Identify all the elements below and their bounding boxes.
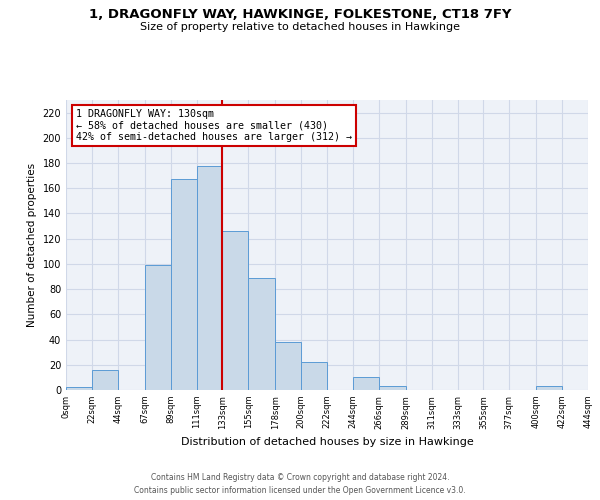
Bar (170, 180, 197, 390)
Text: 1 DRAGONFLY WAY: 130sqm
← 58% of detached houses are smaller (430)
42% of semi-d: 1 DRAGONFLY WAY: 130sqm ← 58% of detache… (76, 108, 352, 142)
Bar (145, 265, 170, 390)
Bar (197, 166, 223, 390)
Bar (275, 342, 301, 390)
Y-axis label: Number of detached properties: Number of detached properties (27, 163, 37, 327)
Text: 1, DRAGONFLY WAY, HAWKINGE, FOLKESTONE, CT18 7FY: 1, DRAGONFLY WAY, HAWKINGE, FOLKESTONE, … (89, 8, 511, 20)
Bar (92, 370, 118, 390)
Bar (223, 231, 248, 390)
Text: Size of property relative to detached houses in Hawkinge: Size of property relative to detached ho… (140, 22, 460, 32)
Text: Contains HM Land Registry data © Crown copyright and database right 2024.
Contai: Contains HM Land Registry data © Crown c… (134, 473, 466, 495)
Bar (66, 388, 92, 390)
Bar (536, 386, 562, 390)
Bar (248, 278, 275, 390)
Bar (301, 362, 327, 390)
Bar (353, 378, 379, 390)
Bar (379, 386, 406, 390)
X-axis label: Distribution of detached houses by size in Hawkinge: Distribution of detached houses by size … (181, 437, 473, 447)
